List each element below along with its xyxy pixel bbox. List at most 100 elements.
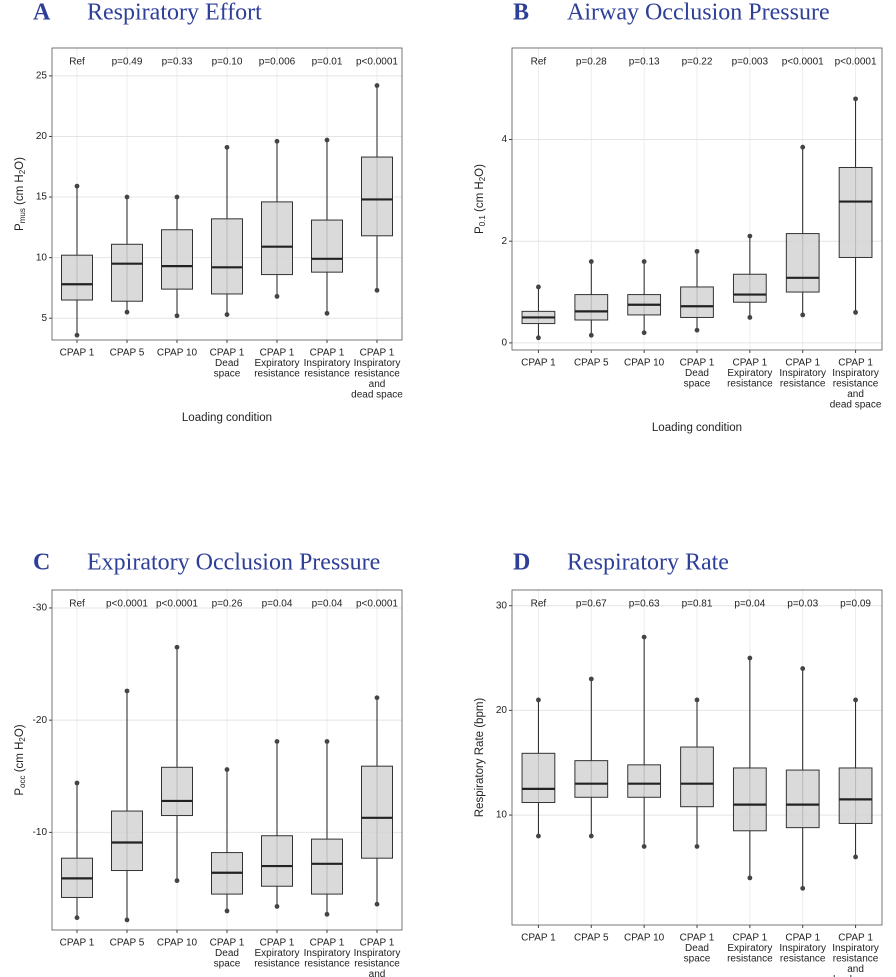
x-tick-label: CPAP 1 bbox=[60, 348, 95, 359]
box bbox=[680, 746, 714, 808]
whisker-end bbox=[174, 644, 180, 650]
whisker-end bbox=[588, 259, 594, 264]
whisker-end bbox=[374, 83, 380, 88]
box bbox=[111, 810, 143, 872]
y-axis-label-part: 2 bbox=[478, 176, 487, 181]
whisker-end bbox=[536, 284, 541, 290]
box bbox=[521, 752, 556, 804]
annotation: p<0.0001 bbox=[356, 599, 398, 610]
whisker-end bbox=[224, 312, 230, 317]
y-axis-label-part: 2 bbox=[18, 169, 27, 174]
panel-letter: C bbox=[33, 550, 50, 576]
panel-letter: B bbox=[513, 0, 529, 26]
x-tick-label: Dead bbox=[215, 358, 239, 369]
x-tick-label: Dead bbox=[685, 943, 709, 954]
x-tick-label: CPAP 1 bbox=[260, 348, 295, 359]
x-tick-label: Expiratory bbox=[727, 943, 772, 954]
x-tick-label: CPAP 10 bbox=[157, 938, 198, 949]
y-tick-label: 10 bbox=[496, 810, 508, 821]
annotation: p=0.67 bbox=[576, 599, 607, 610]
panel-letter: A bbox=[33, 0, 51, 26]
x-tick-label: space bbox=[214, 369, 241, 380]
y-axis-label: Respiratory Rate (bpm) bbox=[474, 698, 486, 818]
x-tick-label: CPAP 5 bbox=[110, 348, 145, 359]
y-tick-label: 5 bbox=[41, 313, 47, 324]
whisker-end bbox=[694, 327, 700, 333]
y-axis-label: Pocc (cm H2O) bbox=[14, 724, 27, 795]
y-axis-label-part: 2 bbox=[18, 737, 27, 742]
x-tick-label: Inspiratory bbox=[779, 943, 826, 954]
y-tick-label: 10 bbox=[36, 252, 48, 263]
y-axis-label-part: P bbox=[14, 788, 26, 796]
panel-title: Respiratory Effort bbox=[87, 0, 262, 26]
x-tick-label: CPAP 1 bbox=[210, 938, 245, 949]
whisker-end bbox=[324, 739, 330, 744]
x-tick-label: CPAP 1 bbox=[60, 938, 95, 949]
y-tick-label: 25 bbox=[36, 71, 48, 82]
whisker-end bbox=[747, 315, 753, 320]
whisker-end bbox=[174, 194, 180, 200]
annotation: Ref bbox=[69, 57, 85, 68]
whisker-end bbox=[124, 194, 130, 200]
x-tick-label: CPAP 10 bbox=[157, 348, 198, 359]
whisker-end bbox=[853, 854, 858, 860]
whisker-end bbox=[324, 911, 330, 917]
x-tick-label: resistance bbox=[780, 379, 826, 390]
x-tick-label: Expiratory bbox=[254, 948, 299, 959]
y-axis-label-part: Respiratory Rate (bpm) bbox=[474, 698, 486, 818]
x-tick-label: resistance bbox=[354, 369, 400, 380]
annotation: Ref bbox=[531, 57, 547, 68]
x-tick-label: and bbox=[847, 389, 864, 400]
annotation: p<0.0001 bbox=[782, 57, 824, 68]
y-tick-label: -10 bbox=[33, 827, 48, 838]
y-axis-label-part: (cm H bbox=[14, 742, 26, 776]
x-tick-label: Inspiratory bbox=[354, 948, 401, 959]
annotation: p=0.22 bbox=[682, 57, 713, 68]
x-tick-label: CPAP 1 bbox=[785, 358, 820, 369]
x-tick-label: space bbox=[684, 954, 711, 965]
x-tick-label: resistance bbox=[833, 379, 879, 390]
x-tick-label: CPAP 1 bbox=[210, 348, 245, 359]
x-tick-label: Inspiratory bbox=[354, 358, 401, 369]
y-tick-label: -30 bbox=[33, 603, 48, 614]
annotation: p=0.006 bbox=[259, 57, 296, 68]
annotation: p<0.0001 bbox=[156, 599, 198, 610]
annotation: p=0.09 bbox=[840, 599, 871, 610]
box bbox=[161, 229, 193, 290]
x-tick-label: resistance bbox=[833, 954, 879, 965]
whisker-end bbox=[224, 144, 230, 150]
y-tick-label: 20 bbox=[496, 705, 508, 716]
box bbox=[680, 286, 714, 318]
x-tick-label: CPAP 5 bbox=[574, 358, 609, 369]
y-axis-label: P0.1 (cm H2O) bbox=[474, 164, 487, 234]
x-tick-label: Dead bbox=[215, 948, 239, 959]
whisker-end bbox=[694, 697, 700, 703]
annotation: p=0.63 bbox=[629, 599, 660, 610]
x-tick-label: CPAP 1 bbox=[838, 358, 873, 369]
y-tick-label: 15 bbox=[36, 192, 48, 203]
x-tick-label: dead space bbox=[830, 400, 882, 411]
whisker-end bbox=[747, 875, 753, 881]
x-tick-label: resistance bbox=[254, 959, 300, 970]
whisker-end bbox=[588, 676, 594, 682]
whisker-end bbox=[224, 908, 230, 914]
whisker-end bbox=[124, 688, 130, 694]
whisker-end bbox=[853, 309, 858, 315]
x-tick-label: CPAP 1 bbox=[785, 933, 820, 944]
x-tick-label: Inspiratory bbox=[304, 948, 351, 959]
y-axis-label-part: O) bbox=[14, 157, 26, 170]
annotation: p=0.04 bbox=[262, 599, 293, 610]
y-axis-label-part: 0.1 bbox=[478, 215, 487, 227]
annotation: p=0.10 bbox=[212, 57, 243, 68]
y-tick-label: 20 bbox=[36, 131, 48, 142]
x-tick-label: space bbox=[214, 959, 241, 970]
x-tick-label: resistance bbox=[780, 954, 826, 965]
box bbox=[161, 766, 193, 817]
x-tick-label: resistance bbox=[727, 954, 773, 965]
box bbox=[574, 294, 609, 321]
box bbox=[838, 166, 873, 258]
annotation: p=0.49 bbox=[112, 57, 143, 68]
annotation: Ref bbox=[69, 599, 85, 610]
x-tick-label: Inspiratory bbox=[304, 358, 351, 369]
